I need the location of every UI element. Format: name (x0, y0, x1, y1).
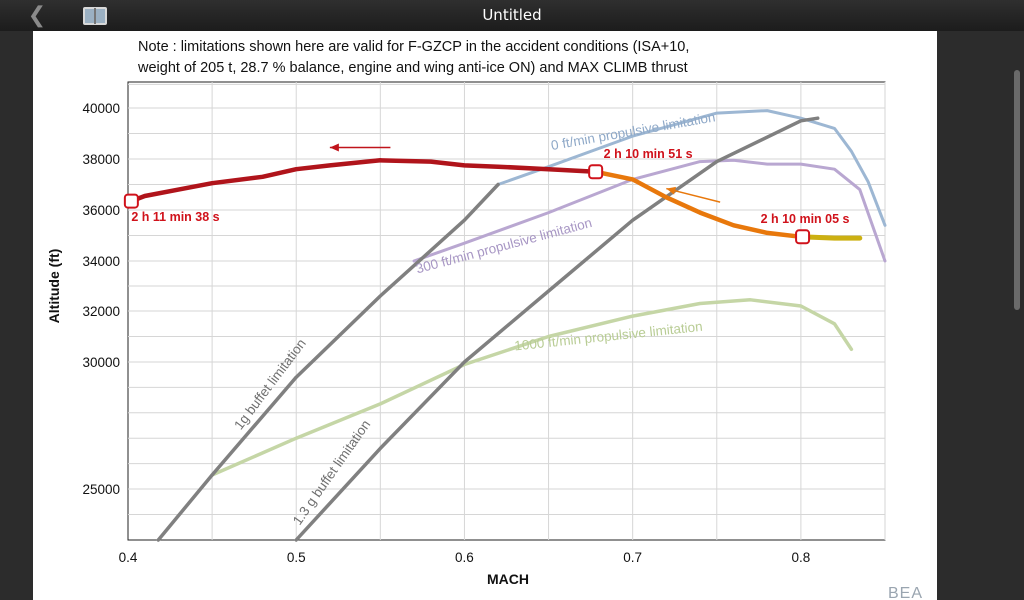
top-bar (0, 0, 1024, 31)
label-300-ftmin: 300 ft/min propulsive limitation (414, 215, 593, 276)
axes: 0.4 0.5 0.6 0.7 0.8 25000 30000 32000 34000 36000… (82, 101, 810, 565)
note-line-1: Note : limitations shown here are valid … (138, 39, 689, 55)
y-tick-label: 25000 (82, 482, 120, 497)
grid (127, 81, 886, 541)
y-tick-label: 32000 (82, 304, 120, 319)
direction-arrow-orange (666, 187, 721, 203)
time-label: 2 h 11 min 38 s (131, 210, 219, 224)
label-13g-buffet: 1.3 g buffet limitation (290, 417, 374, 527)
series-group (129, 109, 887, 542)
series-flight-red (129, 158, 598, 204)
series-0-ftmin (496, 109, 887, 227)
x-tick-label: 0.8 (791, 550, 810, 565)
y-axis-label: Altitude (ft) (46, 249, 62, 324)
annotations: 2 h 11 min 38 s 2 h 10 min 51 s 2 h 10 min… (123, 147, 850, 245)
x-tick-label: 0.7 (623, 550, 642, 565)
label-1000-ftmin: 1000 ft/min propulsive limitation (514, 319, 704, 354)
y-tick-label: 34000 (82, 254, 120, 269)
note-line-2: weight of 205 t, 28.7 % balance, engine … (137, 60, 688, 76)
series-1g-buffet (156, 182, 500, 542)
series-flight-yellow (798, 234, 863, 241)
label-1g-buffet: 1g buffet limitation (231, 336, 309, 432)
x-axis-label: MACH (487, 571, 529, 587)
time-marker (123, 193, 139, 209)
time-label: 2 h 10 min 05 s (761, 212, 850, 226)
x-tick-label: 0.6 (455, 550, 474, 565)
document-page (33, 31, 937, 600)
series-13g-buffet (294, 116, 820, 542)
watermark: BEA (888, 585, 923, 600)
y-tick-label: 38000 (82, 152, 120, 167)
y-tick-label: 40000 (82, 101, 120, 116)
x-tick-label: 0.5 (287, 550, 306, 565)
back-icon[interactable]: ❮ (27, 3, 47, 28)
scrollbar[interactable] (1014, 70, 1020, 310)
series-flight-orange (593, 169, 804, 240)
book-icon[interactable] (82, 5, 108, 27)
series-1000-ftmin (210, 298, 854, 477)
x-tick-label: 0.4 (119, 550, 138, 565)
direction-arrow-orange-head (666, 186, 677, 195)
series-300-ftmin (412, 158, 887, 263)
time-marker (588, 164, 604, 180)
time-label: 2 h 10 min 51 s (604, 147, 693, 161)
direction-arrow-red-head (329, 143, 339, 152)
y-tick-label: 36000 (82, 203, 120, 218)
y-tick-label: 30000 (82, 355, 120, 370)
time-marker (795, 229, 811, 245)
